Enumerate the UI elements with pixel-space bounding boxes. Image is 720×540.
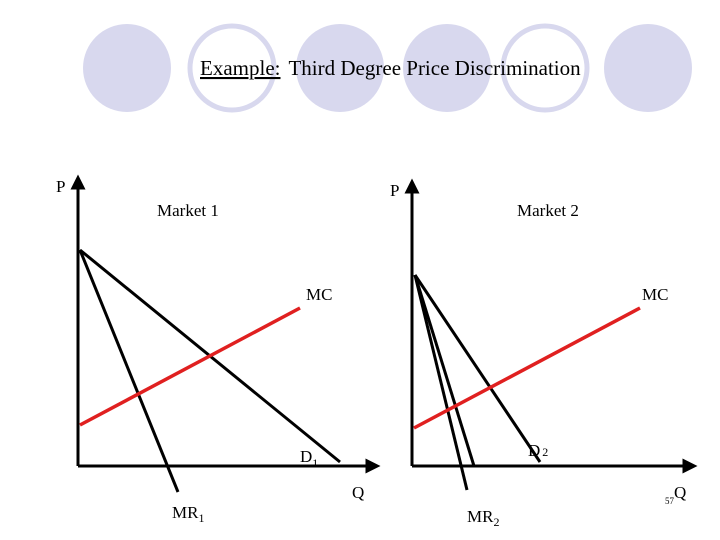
mr-sub: 1 (198, 511, 204, 525)
mr-line (78, 249, 180, 493)
demand-sub: 2 (542, 445, 548, 459)
mc-label: MC (642, 285, 668, 304)
demand-main: D (528, 441, 540, 460)
mr-main: MR (467, 507, 494, 526)
demand-main: D (300, 447, 312, 466)
mr-label: MR2 (467, 507, 499, 529)
quantity-label: Q (674, 483, 686, 502)
demand-label: D1 (300, 447, 318, 470)
quantity-label: Q (352, 483, 364, 502)
market-label: Market 2 (517, 201, 579, 220)
decor-circles (83, 23, 692, 113)
demand-sub: 1 (312, 456, 318, 470)
slide-title: Example: Third Degree Price Discriminatio… (200, 56, 581, 80)
mc-line (79, 306, 301, 427)
market-label: Market 1 (157, 201, 219, 220)
left-panel: P Market 1 MC D1 Q MR1 (56, 174, 381, 525)
mr-line (413, 274, 469, 491)
demand-line (413, 274, 542, 463)
price-label: P (390, 181, 399, 200)
title-lead: Example: (200, 56, 280, 80)
mc-label: MC (306, 285, 332, 304)
mr-label: MR1 (172, 503, 204, 525)
aggregate-line (413, 274, 476, 467)
title-rest: Third Degree Price Discrimination (288, 56, 581, 80)
mr-sub: 2 (493, 515, 499, 529)
price-label: P (56, 177, 65, 196)
mr-main: MR (172, 503, 199, 522)
page-number: 57 (665, 496, 675, 506)
mc-line (413, 306, 641, 430)
